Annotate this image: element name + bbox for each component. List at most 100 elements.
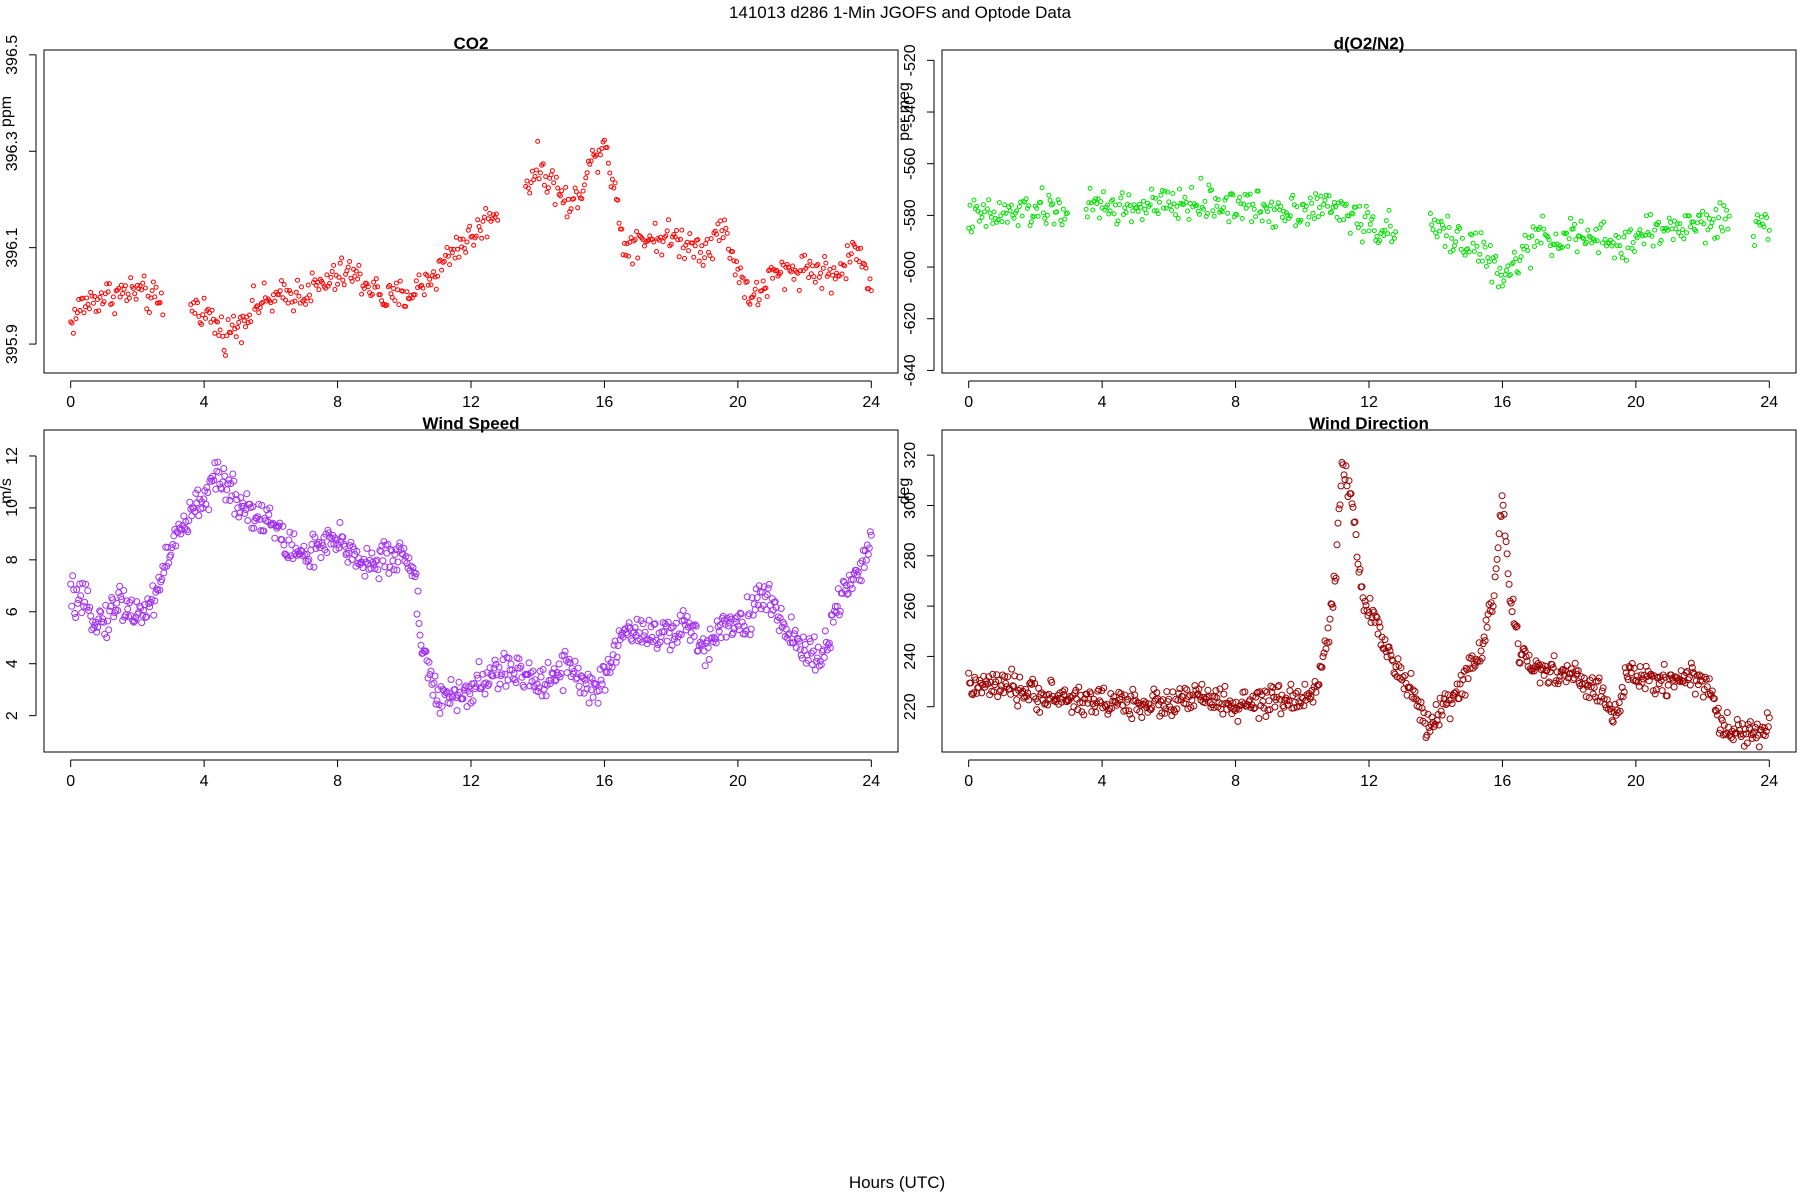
data-point <box>186 498 194 506</box>
y-tick-label: -560 <box>902 148 919 180</box>
data-point <box>1712 235 1718 241</box>
data-point <box>1753 219 1759 224</box>
data-point <box>1550 652 1558 660</box>
data-point <box>811 666 819 674</box>
data-point <box>371 565 379 573</box>
data-point <box>1702 240 1708 246</box>
x-axis: 0 4 8 12 16 20 24 <box>66 380 880 411</box>
data-point <box>1273 224 1279 230</box>
data-point <box>748 594 756 602</box>
data-point <box>695 237 701 243</box>
data-point <box>1723 709 1731 716</box>
data-point <box>1161 205 1166 211</box>
data-point <box>243 324 248 330</box>
data-point <box>1002 202 1008 208</box>
data-point <box>1564 230 1569 236</box>
data-point <box>225 476 233 484</box>
data-point <box>988 214 994 220</box>
data-point <box>1214 203 1220 209</box>
data-point <box>1601 219 1607 225</box>
data-point <box>762 606 770 614</box>
data-point <box>1346 213 1352 219</box>
data-point <box>1555 677 1563 685</box>
data-point <box>1008 665 1016 673</box>
data-point <box>310 563 318 571</box>
x-tick-label: 0 <box>66 394 75 411</box>
data-point <box>548 669 556 677</box>
data-point <box>1169 207 1174 213</box>
data-point <box>1437 228 1443 234</box>
data-point <box>1289 195 1295 201</box>
data-point <box>256 310 262 316</box>
data-point <box>1478 230 1484 236</box>
data-point <box>1361 597 1369 605</box>
data-point <box>607 170 613 176</box>
data-point <box>1427 211 1433 216</box>
data-point <box>130 618 138 626</box>
data-point <box>93 628 101 636</box>
data-point <box>543 174 549 180</box>
data-point <box>1441 225 1447 231</box>
y-tick-label: 6 <box>4 607 21 616</box>
data-point <box>1320 649 1328 657</box>
data-point <box>1034 205 1040 211</box>
data-point <box>723 225 729 231</box>
data-point <box>527 190 533 196</box>
data-point <box>1004 673 1012 681</box>
data-point <box>1100 684 1108 692</box>
data-point <box>1704 212 1710 218</box>
data-point <box>490 664 498 672</box>
x-tick-label: 4 <box>1098 394 1107 411</box>
data-point <box>1554 680 1562 688</box>
data-point <box>160 312 166 318</box>
data-point <box>1426 728 1434 735</box>
data-point <box>770 275 776 281</box>
data-point <box>1094 201 1100 207</box>
data-point <box>1505 263 1511 269</box>
data-point <box>1250 201 1256 207</box>
data-point <box>1171 201 1177 207</box>
data-point <box>235 324 240 330</box>
data-point <box>548 172 554 178</box>
data-point <box>668 641 676 649</box>
data-point <box>236 509 244 517</box>
data-point <box>740 622 748 630</box>
data-point <box>1401 672 1409 680</box>
data-point <box>168 544 176 552</box>
data-point <box>738 618 746 626</box>
data-point <box>520 683 528 691</box>
data-point <box>1292 689 1300 697</box>
data-point <box>221 472 229 480</box>
data-point <box>1238 201 1244 207</box>
data-point <box>601 137 607 143</box>
x-axis: 0 4 8 12 16 20 24 <box>964 380 1778 411</box>
data-point <box>1281 208 1287 214</box>
data-point <box>1608 717 1616 725</box>
data-point <box>209 472 217 480</box>
data-point <box>79 579 87 587</box>
data-point <box>1274 683 1282 691</box>
data-point <box>1383 653 1391 661</box>
data-point <box>1190 702 1198 710</box>
data-point <box>1250 705 1258 712</box>
data-point <box>1056 200 1062 206</box>
data-point <box>1122 706 1130 714</box>
data-point <box>483 206 489 211</box>
data-point <box>691 254 697 260</box>
data-point <box>1135 208 1141 214</box>
data-point <box>299 284 304 290</box>
data-point <box>631 624 639 632</box>
data-point <box>1357 203 1363 209</box>
data-point <box>1113 202 1118 208</box>
data-point <box>152 294 158 300</box>
data-point <box>580 689 588 697</box>
data-point <box>228 492 236 500</box>
data-point <box>549 168 555 174</box>
data-point <box>477 228 483 233</box>
data-point <box>188 512 196 520</box>
data-point <box>280 541 288 549</box>
data-point <box>230 477 238 485</box>
data-point <box>141 273 147 279</box>
data-point <box>107 602 115 610</box>
